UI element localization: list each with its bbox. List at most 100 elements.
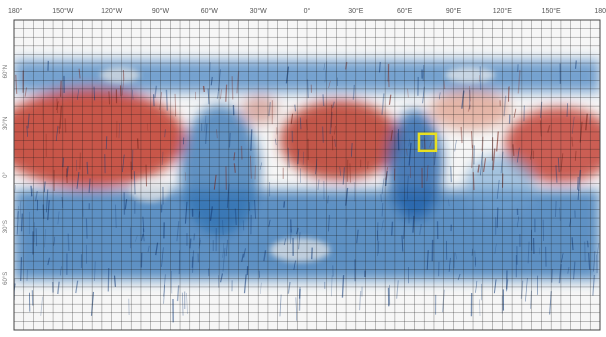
- streak: [471, 131, 473, 149]
- streak: [454, 139, 457, 152]
- streak: [293, 260, 296, 270]
- streak: [455, 252, 457, 260]
- streak: [243, 248, 246, 258]
- streak: [79, 152, 82, 170]
- streak: [16, 211, 19, 235]
- streak: [381, 178, 385, 195]
- streak: [443, 80, 446, 90]
- longitude-label: 60°W: [201, 7, 219, 15]
- streak: [225, 84, 228, 102]
- streak: [294, 104, 297, 112]
- streak: [419, 223, 422, 236]
- streak: [426, 165, 429, 182]
- streak: [176, 285, 180, 302]
- streak: [317, 179, 320, 190]
- streak: [108, 91, 110, 105]
- streak: [161, 151, 164, 165]
- streak: [506, 279, 509, 292]
- streak: [165, 89, 169, 111]
- streak: [222, 242, 225, 258]
- streak: [290, 228, 292, 244]
- streak: [426, 250, 429, 270]
- streak: [119, 85, 122, 97]
- streak: [334, 125, 336, 135]
- streak: [176, 221, 180, 242]
- streak: [331, 101, 335, 109]
- streak: [268, 219, 271, 227]
- streak: [290, 113, 294, 125]
- streak: [142, 216, 145, 233]
- streak: [448, 199, 450, 207]
- streak: [513, 108, 517, 118]
- streak: [295, 297, 297, 321]
- longitude-label: 30°W: [250, 7, 268, 15]
- streak: [500, 151, 504, 174]
- streak: [44, 229, 46, 248]
- streak: [339, 166, 341, 176]
- streak: [275, 138, 277, 146]
- streak: [178, 250, 180, 275]
- streak: [377, 230, 379, 254]
- streak: [577, 189, 580, 200]
- longitude-label: 90°E: [446, 7, 462, 15]
- streak: [236, 71, 240, 94]
- streak: [35, 190, 38, 202]
- streak: [220, 273, 224, 283]
- streak: [471, 144, 474, 169]
- streak: [216, 88, 220, 99]
- longitude-label: 0°: [304, 7, 311, 15]
- streak: [401, 235, 404, 252]
- streak: [131, 89, 134, 100]
- streak: [88, 178, 91, 193]
- streak: [381, 93, 385, 115]
- streak: [59, 105, 63, 129]
- streak: [163, 284, 165, 304]
- streak: [575, 60, 577, 69]
- streak: [163, 274, 166, 297]
- streak: [215, 129, 218, 139]
- streak: [186, 292, 188, 314]
- longitude-label: 120°E: [493, 7, 512, 15]
- latitude-label: 30°N: [3, 117, 9, 130]
- streak: [222, 247, 226, 272]
- streak: [322, 94, 325, 107]
- streak: [323, 63, 326, 71]
- streak: [493, 279, 497, 294]
- latitude-labels: 60°N 30°N 0° 30°S 60°S: [3, 65, 9, 285]
- streak: [27, 113, 30, 129]
- streak: [47, 200, 50, 221]
- streak: [77, 89, 79, 100]
- streak: [424, 138, 426, 150]
- streak: [14, 184, 16, 193]
- streak: [59, 266, 62, 276]
- streak: [406, 148, 408, 156]
- streak: [233, 152, 236, 161]
- streak: [122, 154, 125, 173]
- streak: [16, 206, 19, 220]
- streak: [228, 132, 231, 148]
- streak: [517, 70, 521, 94]
- longitude-label: 90°W: [152, 7, 170, 15]
- streak: [576, 176, 579, 190]
- longitude-label: 120°W: [101, 7, 122, 15]
- streak: [164, 129, 166, 138]
- streak: [41, 98, 43, 121]
- streak: [26, 125, 28, 137]
- streak: [146, 123, 149, 131]
- streak: [56, 101, 59, 111]
- streak: [496, 179, 500, 199]
- streak: [259, 282, 262, 294]
- streak: [263, 250, 267, 262]
- streak: [113, 275, 116, 287]
- streak: [457, 273, 461, 281]
- streak: [341, 275, 345, 298]
- streak: [567, 266, 570, 274]
- streak: [57, 281, 60, 295]
- streak: [577, 169, 582, 191]
- streak: [388, 94, 392, 105]
- streak: [86, 161, 89, 175]
- streak: [161, 247, 164, 267]
- longitude-label: 30°E: [348, 7, 364, 15]
- streak: [213, 174, 217, 190]
- streak: [47, 257, 50, 266]
